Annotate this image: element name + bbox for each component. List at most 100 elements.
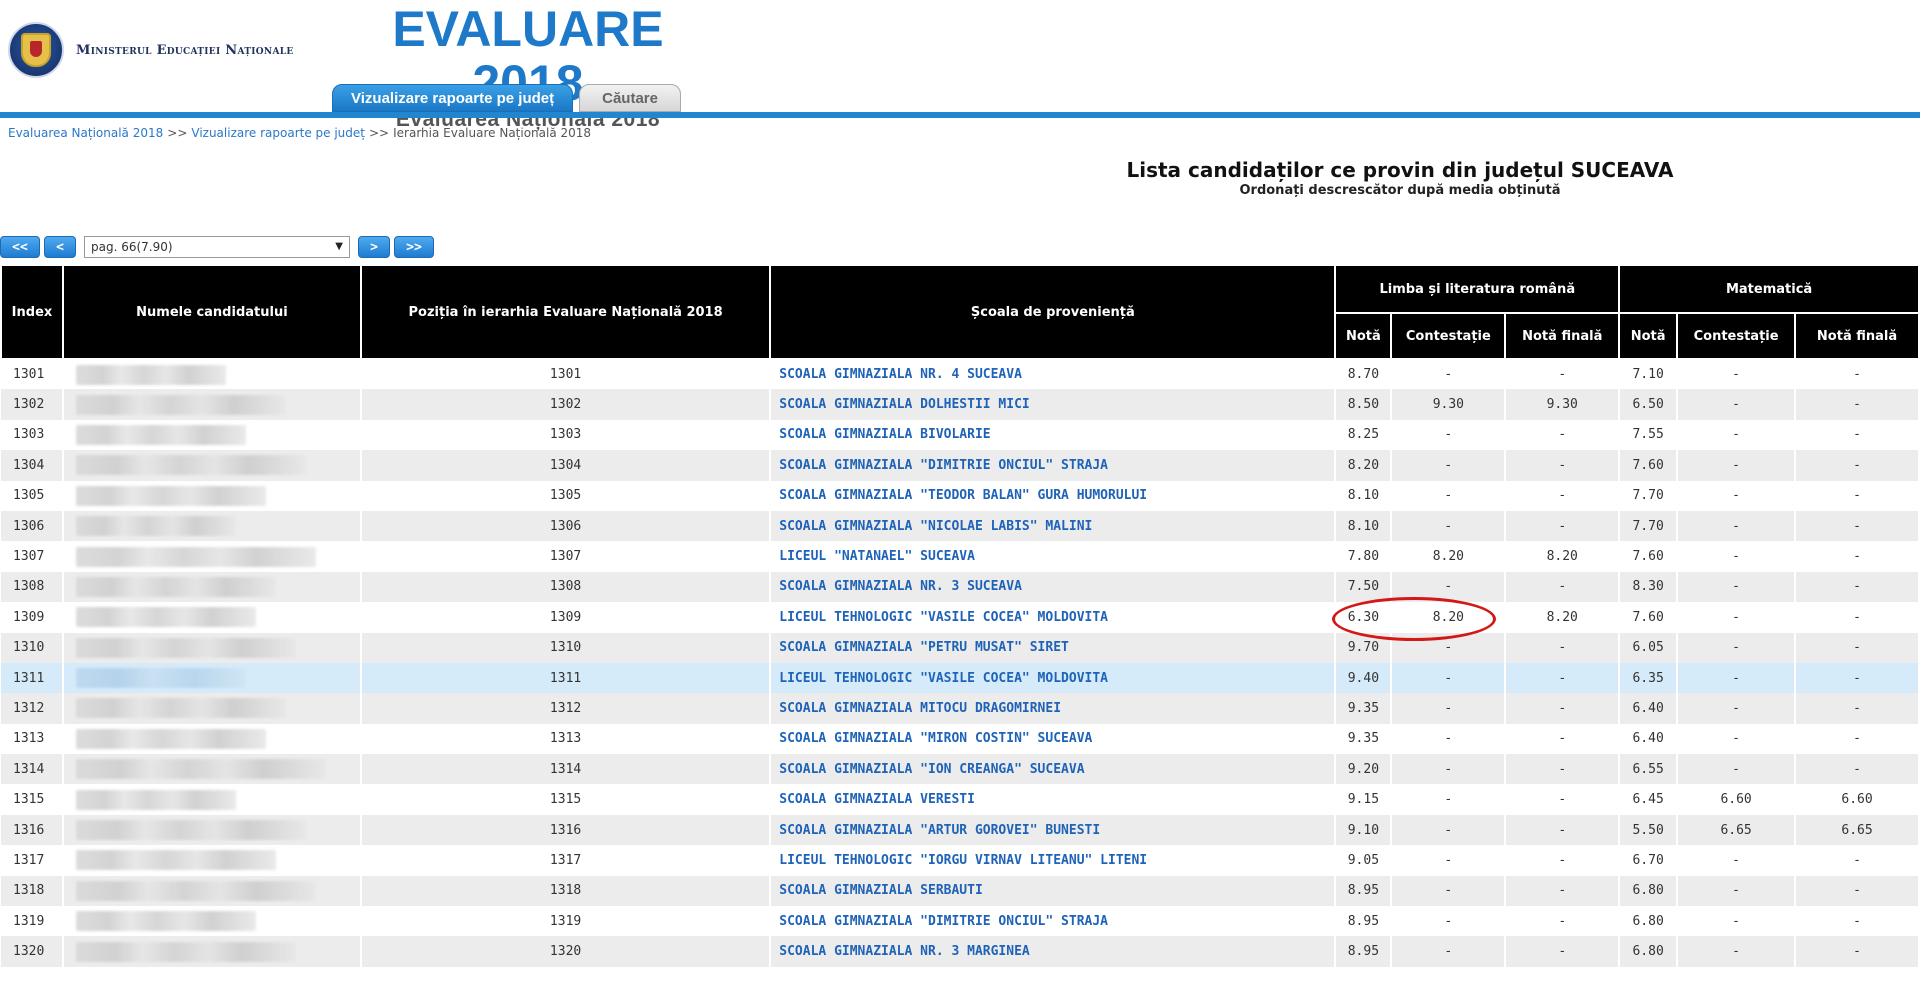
row-school[interactable]: SCOALA GIMNAZIALA "ARTUR GOROVEI" BUNEST… <box>770 814 1337 846</box>
row-position: 1314 <box>360 754 772 785</box>
row-candidate-name <box>62 450 362 481</box>
table-row[interactable]: 1302 1302 SCOALA GIMNAZIALA DOLHESTII MICI… <box>1 389 1920 420</box>
row-ma-grade: 6.50 <box>1619 389 1679 420</box>
row-ma-final: - <box>1795 845 1920 876</box>
row-school[interactable]: LICEUL "NATANAEL" SUCEAVA <box>770 541 1337 572</box>
row-ro-grade: 9.35 <box>1335 693 1393 724</box>
row-school[interactable]: LICEUL TEHNOLOGIC "VASILE COCEA" MOLDOVI… <box>770 662 1337 694</box>
redacted-name <box>75 576 276 597</box>
row-ro-appeal: - <box>1391 632 1507 663</box>
table-row[interactable]: 1317 1317 LICEUL TEHNOLOGIC "IORGU VIRNAV … <box>1 845 1920 876</box>
row-school[interactable]: SCOALA GIMNAZIALA SERBAUTI <box>770 875 1337 907</box>
row-ma-grade: 6.35 <box>1619 662 1679 694</box>
table-row[interactable]: 1316 1316 SCOALA GIMNAZIALA "ARTUR GOROVEI… <box>1 814 1920 846</box>
row-ma-final: - <box>1795 875 1920 907</box>
row-ro-grade: 7.80 <box>1335 541 1393 572</box>
row-position: 1301 <box>360 359 772 390</box>
table-row[interactable]: 1309 1309 LICEUL TEHNOLOGIC "VASILE COCEA"… <box>1 602 1920 633</box>
table-row[interactable]: 1308 1308 SCOALA GIMNAZIALA NR. 3 SUCEAVA 7… <box>1 571 1920 603</box>
row-ma-final: - <box>1795 510 1920 542</box>
row-index: 1312 <box>1 693 64 724</box>
coat-of-arms-icon <box>8 22 64 78</box>
breadcrumb-county-reports[interactable]: Vizualizare rapoarte pe județ <box>191 126 365 140</box>
table-row[interactable]: 1301 1301 SCOALA GIMNAZIALA NR. 4 SUCEAVA 8… <box>1 359 1920 390</box>
row-ma-appeal: - <box>1677 754 1797 785</box>
row-ma-final: - <box>1795 602 1920 633</box>
row-candidate-name <box>62 602 362 633</box>
table-row[interactable]: 1315 1315 SCOALA GIMNAZIALA VERESTI 9.15- -6… <box>1 784 1920 815</box>
row-ro-final: - <box>1505 571 1621 603</box>
row-school[interactable]: LICEUL TEHNOLOGIC "VASILE COCEA" MOLDOVI… <box>770 602 1337 633</box>
table-row[interactable]: 1307 1307 LICEUL "NATANAEL" SUCEAVA 7.80 8.2… <box>1 541 1920 572</box>
row-ma-appeal: 6.60 <box>1677 784 1797 815</box>
row-ma-grade: 6.55 <box>1619 754 1679 785</box>
row-school[interactable]: SCOALA GIMNAZIALA "ION CREANGA" SUCEAVA <box>770 754 1337 785</box>
table-row[interactable]: 1303 1303 SCOALA GIMNAZIALA BIVOLARIE 8.25-… <box>1 419 1920 451</box>
table-row[interactable]: 1311 1311 LICEUL TEHNOLOGIC "VASILE COCEA"… <box>1 662 1920 694</box>
tab-county-reports[interactable]: Vizualizare rapoarte pe județ <box>332 84 574 112</box>
tab-search[interactable]: Căutare <box>579 84 681 112</box>
row-ro-final: 8.20 <box>1505 541 1621 572</box>
row-candidate-name <box>62 510 362 542</box>
table-row[interactable]: 1306 1306 SCOALA GIMNAZIALA "NICOLAE LABIS… <box>1 510 1920 542</box>
row-school[interactable]: SCOALA GIMNAZIALA "DIMITRIE ONCIUL" STRA… <box>770 450 1337 481</box>
row-ro-grade: 8.95 <box>1335 906 1393 937</box>
table-row[interactable]: 1313 1313 SCOALA GIMNAZIALA "MIRON COSTIN"… <box>1 723 1920 755</box>
header-ro-appeal: Contestație <box>1390 312 1507 360</box>
row-ma-appeal: - <box>1677 541 1797 572</box>
table-row[interactable]: 1320 1320 SCOALA GIMNAZIALA NR. 3 MARGINEA… <box>1 936 1920 967</box>
row-ma-appeal: - <box>1677 571 1797 603</box>
redacted-name <box>75 424 246 445</box>
row-ma-final: - <box>1795 359 1920 390</box>
row-school[interactable]: SCOALA GIMNAZIALA "TEODOR BALAN" GURA HU… <box>770 480 1337 511</box>
breadcrumb-separator: >> <box>369 126 390 140</box>
table-row[interactable]: 1304 1304 SCOALA GIMNAZIALA "DIMITRIE ONCI… <box>1 450 1920 481</box>
table-row[interactable]: 1318 1318 SCOALA GIMNAZIALA SERBAUTI 8.95- -… <box>1 875 1920 907</box>
page-select[interactable]: pag. 66(7.90) ▼ <box>84 236 350 258</box>
table-row[interactable]: 1310 1310 SCOALA GIMNAZIALA "PETRU MUSAT" … <box>1 632 1920 663</box>
breadcrumb-home[interactable]: Evaluarea Națională 2018 <box>8 126 164 140</box>
row-candidate-name <box>62 693 362 724</box>
ministry-logo[interactable]: Ministerul Educației Naționale <box>8 22 294 78</box>
row-ro-final: - <box>1505 480 1621 511</box>
redacted-name <box>75 698 286 719</box>
table-row[interactable]: 1319 1319 SCOALA GIMNAZIALA "DIMITRIE ONCI… <box>1 906 1920 937</box>
row-school[interactable]: SCOALA GIMNAZIALA "PETRU MUSAT" SIRET <box>770 632 1337 663</box>
header-romanian: Limba și literatura română <box>1334 264 1621 314</box>
row-school[interactable]: SCOALA GIMNAZIALA NR. 3 SUCEAVA <box>770 571 1337 603</box>
first-page-button[interactable]: << <box>0 236 40 258</box>
table-row[interactable]: 1305 1305 SCOALA GIMNAZIALA "TEODOR BALAN"… <box>1 480 1920 511</box>
row-school[interactable]: SCOALA GIMNAZIALA BIVOLARIE <box>770 419 1337 451</box>
redacted-name <box>75 637 296 658</box>
row-school[interactable]: SCOALA GIMNAZIALA VERESTI <box>770 784 1337 815</box>
row-ma-appeal: - <box>1677 480 1797 511</box>
row-school[interactable]: SCOALA GIMNAZIALA NR. 3 MARGINEA <box>770 936 1337 967</box>
redacted-name <box>75 728 266 749</box>
row-index: 1316 <box>1 814 64 846</box>
row-ma-appeal: - <box>1677 632 1797 663</box>
breadcrumb-current: Ierarhia Evaluare Națională 2018 <box>393 126 592 140</box>
row-school[interactable]: SCOALA GIMNAZIALA DOLHESTII MICI <box>770 389 1337 420</box>
row-school[interactable]: SCOALA GIMNAZIALA MITOCU DRAGOMIRNEI <box>770 693 1337 724</box>
row-ro-grade: 9.35 <box>1335 723 1393 755</box>
header-ro-final: Notă finală <box>1504 312 1621 360</box>
table-row[interactable]: 1314 1314 SCOALA GIMNAZIALA "ION CREANGA" … <box>1 754 1920 785</box>
row-school[interactable]: LICEUL TEHNOLOGIC "IORGU VIRNAV LITEANU"… <box>770 845 1337 876</box>
last-page-button[interactable]: >> <box>394 236 434 258</box>
prev-page-button[interactable]: < <box>44 236 76 258</box>
row-ma-appeal: - <box>1677 389 1797 420</box>
row-index: 1304 <box>1 450 64 481</box>
row-school[interactable]: SCOALA GIMNAZIALA "NICOLAE LABIS" MALINI <box>770 510 1337 542</box>
row-position: 1312 <box>360 693 772 724</box>
row-school[interactable]: SCOALA GIMNAZIALA NR. 4 SUCEAVA <box>770 359 1337 390</box>
table-row[interactable]: 1312 1312 SCOALA GIMNAZIALA MITOCU DRAGOMI… <box>1 693 1920 724</box>
row-school[interactable]: SCOALA GIMNAZIALA "DIMITRIE ONCIUL" STRA… <box>770 906 1337 937</box>
row-ro-final: - <box>1505 723 1621 755</box>
row-position: 1316 <box>360 814 772 846</box>
row-ma-grade: 7.55 <box>1619 419 1679 451</box>
row-school[interactable]: SCOALA GIMNAZIALA "MIRON COSTIN" SUCEAVA <box>770 723 1337 755</box>
row-ro-grade: 6.30 <box>1335 602 1393 633</box>
row-ro-final: - <box>1505 936 1621 967</box>
next-page-button[interactable]: > <box>358 236 390 258</box>
row-ro-final: - <box>1505 784 1621 815</box>
